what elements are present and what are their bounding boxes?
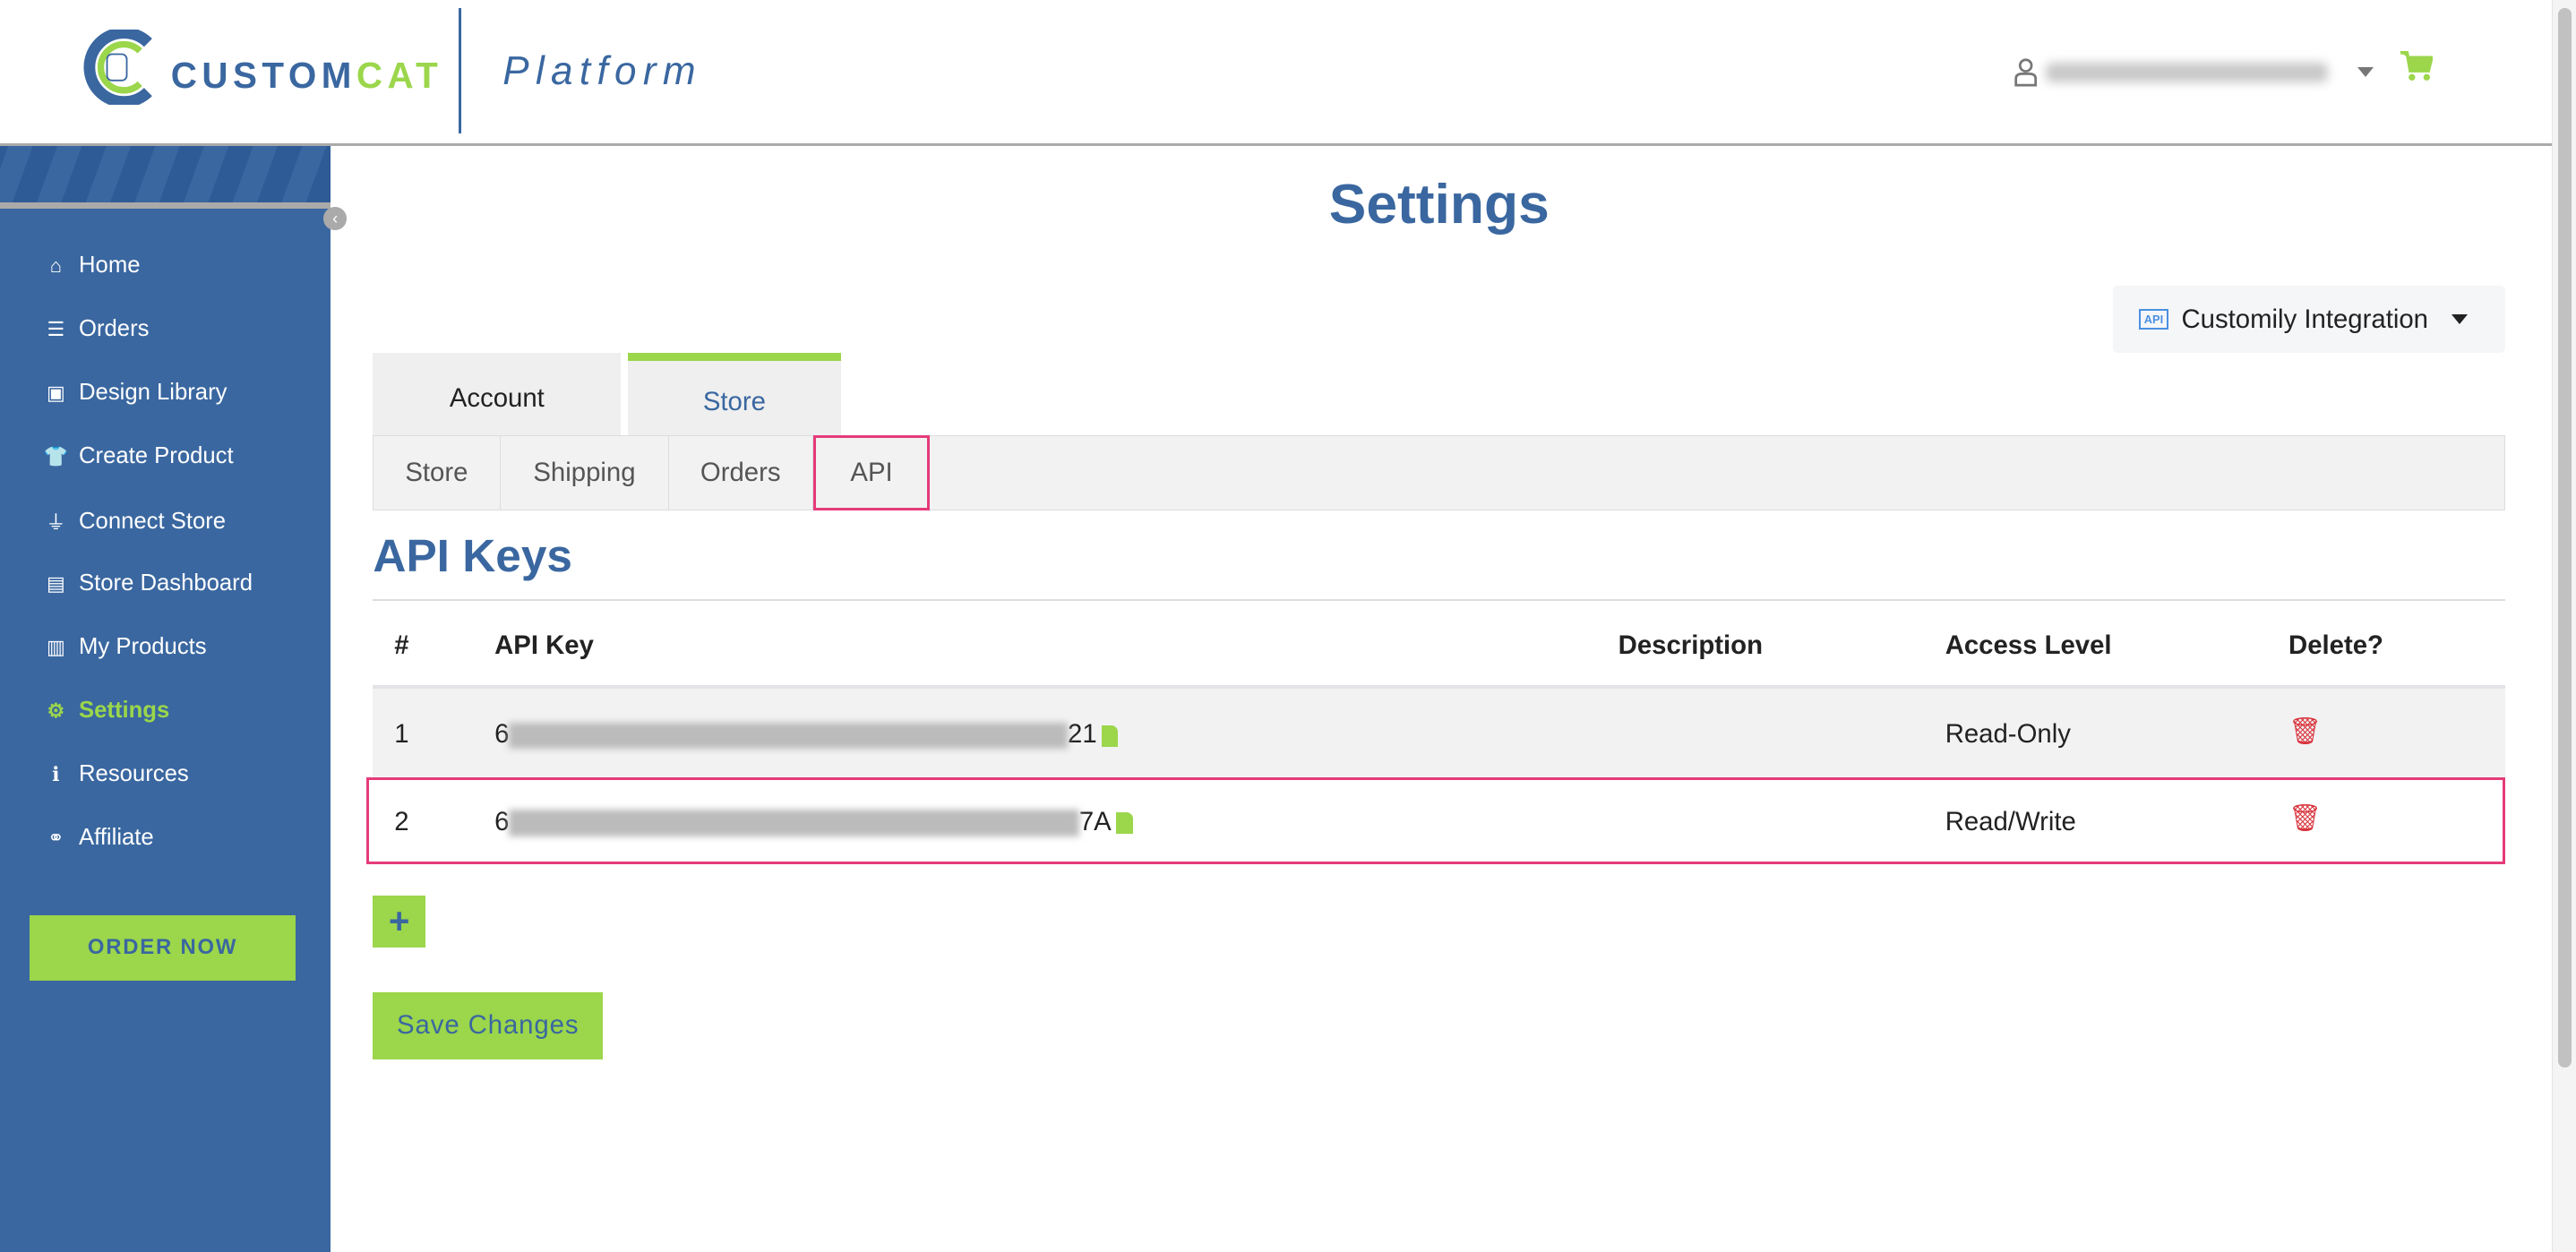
customcat-logo-icon	[83, 30, 152, 106]
store-icon: ▤	[46, 571, 65, 595]
sidebar-item-label: Home	[79, 253, 141, 279]
subtab-api[interactable]: API	[812, 435, 931, 511]
sidebar-item-label: Resources	[79, 761, 189, 787]
tab-store[interactable]: Store	[627, 353, 842, 436]
sidebar-item-label: Create Product	[79, 443, 234, 469]
row-number: 1	[394, 719, 409, 750]
add-api-key-button[interactable]: +	[373, 895, 426, 948]
copy-icon[interactable]	[1102, 725, 1119, 747]
save-changes-button[interactable]: Save Changes	[373, 991, 604, 1060]
api-key-value: 6 21	[494, 719, 1119, 750]
scrollbar-thumb[interactable]	[2557, 8, 2572, 1068]
sidebar-item-affiliate[interactable]: ⚭ Affiliate	[43, 825, 154, 851]
column-header-description: Description	[1618, 630, 1764, 661]
sidebar-item-home[interactable]: ⌂ Home	[43, 253, 141, 279]
trash-icon[interactable]: 🗑	[2288, 802, 2323, 833]
section-title: API Keys	[373, 529, 572, 581]
sidebar-item-label: Store Dashboard	[79, 570, 253, 596]
list-icon: ☰	[47, 317, 65, 340]
clipboard-icon: ▥	[46, 635, 65, 658]
image-icon: ▣	[46, 381, 65, 404]
sidebar	[0, 146, 331, 1252]
shirt-icon: 👕	[43, 444, 69, 467]
subtab-bar	[373, 435, 2506, 511]
table-row-highlighted	[366, 776, 2506, 864]
collapse-sidebar-icon[interactable]: ‹	[323, 207, 347, 230]
gear-icon: ⚙	[47, 699, 65, 722]
chevron-down-icon	[2357, 67, 2374, 78]
sidebar-item-label: Orders	[79, 316, 150, 342]
user-email-redacted	[2045, 62, 2329, 82]
sidebar-item-resources[interactable]: ℹ Resources	[43, 761, 189, 787]
page-title: Settings	[1328, 173, 1550, 236]
copy-icon[interactable]	[1116, 811, 1133, 834]
access-level: Read/Write	[1945, 806, 2076, 836]
sidebar-stripe-banner	[0, 146, 331, 202]
brand-name: CUSTOMCAT	[170, 54, 443, 96]
integration-dropdown[interactable]: API Customily Integration	[2112, 286, 2506, 354]
divider	[373, 599, 2506, 602]
sidebar-item-label: Connect Store	[79, 508, 227, 534]
row-number: 2	[394, 806, 409, 836]
sidebar-item-connect-store[interactable]: ⏚ Connect Store	[43, 507, 226, 536]
divider	[373, 684, 2506, 689]
user-menu[interactable]	[2013, 57, 2374, 87]
sidebar-item-label: Affiliate	[79, 825, 154, 851]
cart-icon[interactable]	[2400, 50, 2434, 81]
order-now-button[interactable]: ORDER NOW	[30, 914, 296, 981]
subtab-orders[interactable]: Orders	[669, 435, 813, 511]
api-key-value: 6 7A	[494, 807, 1133, 837]
subtab-shipping[interactable]: Shipping	[501, 435, 669, 511]
divider	[0, 202, 331, 209]
sidebar-item-settings[interactable]: ⚙ Settings	[43, 698, 170, 724]
api-icon: API	[2139, 309, 2168, 330]
column-header-delete: Delete?	[2288, 630, 2383, 661]
integration-label: Customily Integration	[2181, 304, 2428, 334]
column-header-number: #	[394, 630, 409, 661]
user-icon	[2014, 58, 2037, 87]
header-divider	[458, 8, 462, 133]
sidebar-item-store-dashboard[interactable]: ▤ Store Dashboard	[43, 570, 253, 596]
info-icon: ℹ	[52, 762, 60, 785]
sidebar-item-label: Settings	[79, 698, 170, 724]
access-level: Read-Only	[1945, 719, 2071, 750]
column-header-api-key: API Key	[494, 630, 594, 661]
sidebar-item-orders[interactable]: ☰ Orders	[43, 316, 150, 342]
subtab-store[interactable]: Store	[373, 435, 502, 511]
column-header-access-level: Access Level	[1945, 630, 2112, 661]
tab-account[interactable]: Account	[373, 353, 622, 436]
plug-icon: ⏚	[46, 511, 66, 535]
sidebar-item-design-library[interactable]: ▣ Design Library	[43, 380, 228, 406]
platform-label: Platform	[502, 49, 702, 94]
trash-icon[interactable]: 🗑	[2288, 716, 2323, 746]
sidebar-item-label: My Products	[79, 634, 207, 660]
top-header: CUSTOMCAT Platform	[0, 0, 2552, 146]
home-icon: ⌂	[49, 253, 62, 277]
handshake-icon: ⚭	[47, 826, 64, 849]
chevron-down-icon	[2451, 314, 2468, 325]
sidebar-item-label: Design Library	[79, 380, 228, 406]
sidebar-item-create-product[interactable]: 👕 Create Product	[43, 443, 234, 469]
sidebar-item-my-products[interactable]: ▥ My Products	[43, 634, 207, 660]
